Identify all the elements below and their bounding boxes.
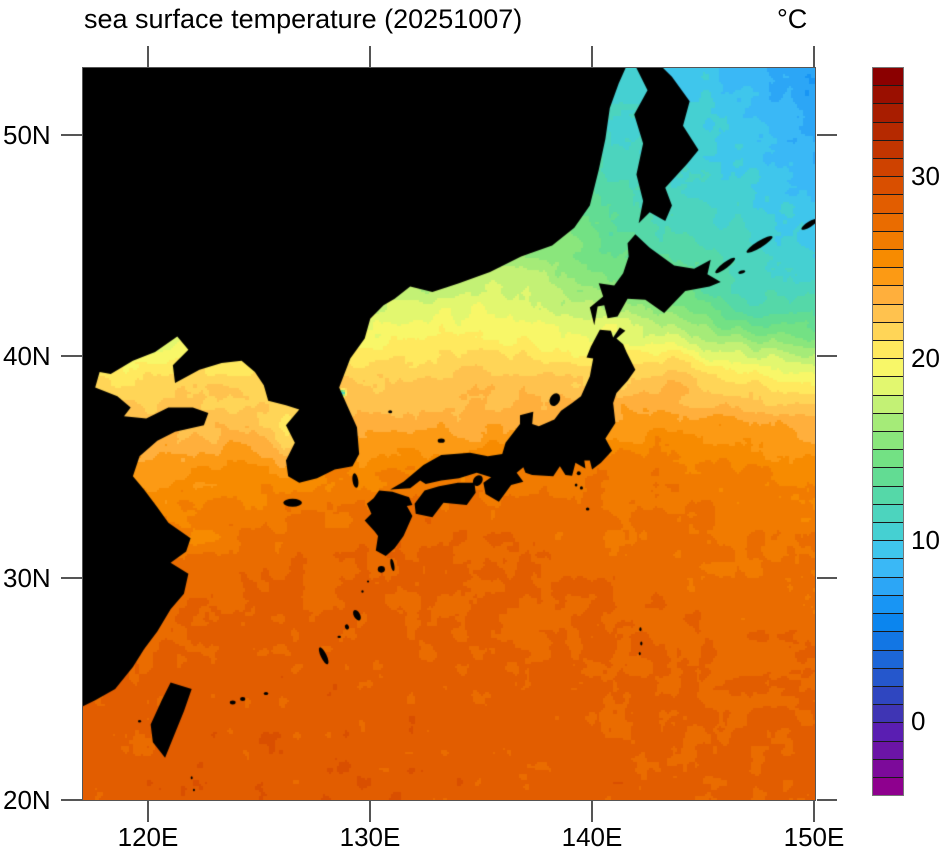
colorbar-cell <box>873 321 903 341</box>
axis-tick <box>61 577 82 579</box>
colorbar-tick-label: 30 <box>911 161 940 192</box>
colorbar-cell <box>873 449 903 468</box>
colorbar-cell <box>873 230 903 250</box>
colorbar-cell <box>873 485 903 504</box>
colorbar-cell <box>873 431 903 450</box>
colorbar-cell <box>873 103 903 122</box>
colorbar-cell <box>873 758 903 777</box>
axis-tick <box>61 355 82 357</box>
colorbar-cell <box>873 576 903 595</box>
axis-tick <box>817 134 837 136</box>
x-axis-label: 130E <box>339 822 401 852</box>
colorbar-tick-label: 10 <box>911 524 940 555</box>
page-title: sea surface temperature (20251007) <box>84 4 523 34</box>
colorbar-cell <box>873 558 903 577</box>
colorbar-cell <box>873 685 903 705</box>
axis-tick <box>61 134 82 136</box>
axis-tick <box>813 46 815 67</box>
colorbar-cell <box>873 412 903 432</box>
colorbar-cell <box>873 522 903 541</box>
colorbar-cell <box>873 540 903 559</box>
axis-tick <box>147 801 149 822</box>
colorbar-unit-label: °C <box>777 4 808 34</box>
colorbar-cell <box>873 139 903 159</box>
colorbar-cell <box>873 194 903 213</box>
colorbar-cell <box>873 212 903 231</box>
y-axis-label: 20N <box>3 785 51 815</box>
colorbar-cell <box>873 68 903 86</box>
y-axis-label: 40N <box>3 341 51 371</box>
sst-map-canvas <box>83 68 815 800</box>
y-axis-label: 50N <box>3 120 51 150</box>
colorbar-cell <box>873 394 903 413</box>
x-axis-label: 150E <box>783 822 845 852</box>
axis-tick <box>591 801 593 822</box>
x-axis-label: 140E <box>561 822 623 852</box>
colorbar-cell <box>873 121 903 140</box>
colorbar-cell <box>873 704 903 723</box>
axis-tick <box>61 799 82 801</box>
axis-tick <box>817 577 837 579</box>
colorbar-cell <box>873 594 903 614</box>
y-axis-label: 30N <box>3 563 51 593</box>
colorbar-cell <box>873 613 903 632</box>
colorbar-cell <box>873 340 903 359</box>
axis-tick <box>817 355 837 357</box>
colorbar-tick-label: 0 <box>911 706 926 737</box>
colorbar-cell <box>873 85 903 104</box>
colorbar-cell <box>873 376 903 395</box>
colorbar-cell <box>873 467 903 486</box>
colorbar-cell <box>873 667 903 686</box>
colorbar-cell <box>873 303 903 322</box>
colorbar-tick-label: 20 <box>911 342 940 373</box>
colorbar-cell <box>873 285 903 304</box>
colorbar-cell <box>873 249 903 268</box>
colorbar-cell <box>873 722 903 741</box>
colorbar-cell <box>873 740 903 759</box>
colorbar-cell <box>873 358 903 377</box>
axis-tick <box>817 799 837 801</box>
axis-tick <box>369 46 371 67</box>
colorbar-cell <box>873 776 903 796</box>
colorbar-cell <box>873 631 903 650</box>
axis-tick <box>591 46 593 67</box>
axis-tick <box>369 801 371 822</box>
colorbar-cell <box>873 649 903 668</box>
colorbar-cell <box>873 176 903 195</box>
axis-tick <box>813 801 815 822</box>
colorbar-cell <box>873 503 903 523</box>
colorbar-cell <box>873 267 903 286</box>
colorbar-cell <box>873 158 903 177</box>
temperature-colorbar <box>872 67 904 796</box>
axis-tick <box>147 46 149 67</box>
x-axis-label: 120E <box>117 822 179 852</box>
